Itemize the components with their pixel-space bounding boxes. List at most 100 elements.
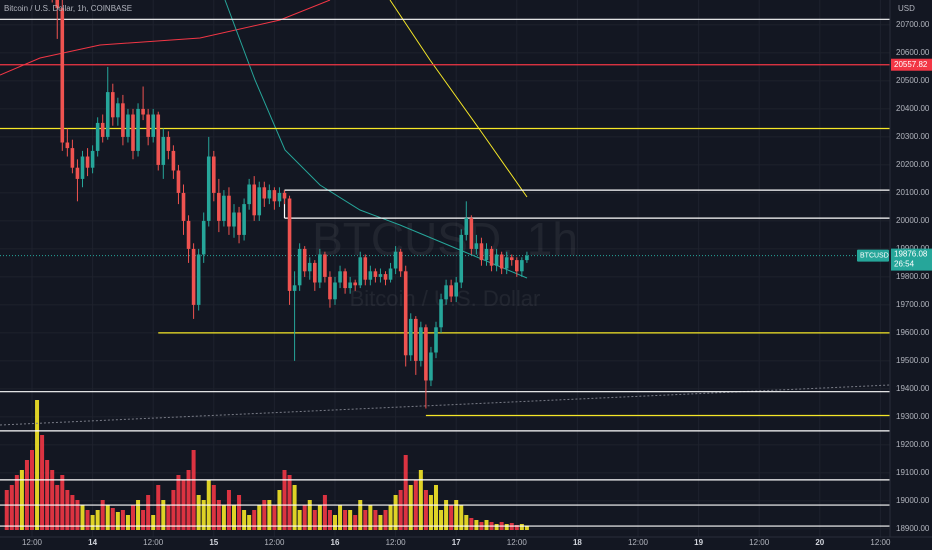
candle-body xyxy=(388,268,393,280)
y-tick-label: 20400.00 xyxy=(896,104,930,113)
candle-body xyxy=(171,150,176,171)
candle-body xyxy=(429,352,433,381)
volume-bar xyxy=(327,510,332,530)
volume-bar xyxy=(90,515,95,530)
candle-body xyxy=(323,254,327,277)
volume-bar xyxy=(388,505,393,530)
candle-body xyxy=(525,255,529,261)
volume-bar xyxy=(146,495,151,530)
volume-bar xyxy=(85,510,90,530)
volume-bar xyxy=(221,505,226,530)
volume-bar xyxy=(494,524,499,530)
y-tick-label: 19100.00 xyxy=(896,468,930,477)
candle-body xyxy=(111,92,115,118)
volume-bar xyxy=(141,510,146,530)
volume-bar xyxy=(242,510,247,530)
candle-body xyxy=(328,276,332,300)
levels xyxy=(0,18,890,527)
candles xyxy=(51,0,529,409)
candle-body xyxy=(161,136,166,165)
volume-bar xyxy=(464,515,469,530)
volume-bar xyxy=(272,505,277,530)
volume-bar xyxy=(353,515,358,530)
volume-bar xyxy=(348,510,353,530)
candle-body xyxy=(60,8,65,143)
candle-body xyxy=(212,156,216,193)
candle-body xyxy=(257,187,262,216)
x-tick-label: 20 xyxy=(815,538,824,547)
x-tick-label: 19 xyxy=(694,538,703,547)
volume-bar xyxy=(80,505,85,530)
candle-body xyxy=(403,271,408,356)
candle-body xyxy=(449,285,453,297)
volume-bar xyxy=(14,475,19,530)
candle-body xyxy=(206,156,211,221)
volume-bar xyxy=(454,500,459,530)
y-tick-label: 19800.00 xyxy=(896,272,930,281)
last-price: 19876.08 xyxy=(894,250,928,259)
symbol-label-bg xyxy=(857,249,889,262)
volume-bar xyxy=(4,490,9,530)
candle-body xyxy=(277,192,282,202)
candle-body xyxy=(373,271,378,277)
candle-body xyxy=(272,190,277,202)
volume-bar xyxy=(418,470,423,530)
volume-bar xyxy=(9,485,14,530)
candle-body xyxy=(126,114,130,137)
volume-bar xyxy=(373,510,378,530)
x-tick-label: 12:00 xyxy=(143,538,164,547)
volume-bar xyxy=(459,505,464,530)
indicators xyxy=(0,0,890,426)
volume-bar xyxy=(449,505,454,530)
candle-body xyxy=(55,0,60,9)
y-tick-label: 19500.00 xyxy=(896,356,930,365)
volume-bar xyxy=(358,500,363,530)
watermark: BTCUSD, 1h xyxy=(312,213,578,265)
volume-bar xyxy=(136,500,141,530)
volume-bar xyxy=(70,495,75,530)
candle-body xyxy=(65,142,70,149)
candle-body xyxy=(85,156,90,168)
volume-bar xyxy=(30,450,34,530)
y-tick-label: 19900.00 xyxy=(896,244,930,253)
y-tick-label: 20200.00 xyxy=(896,160,930,169)
candle-body xyxy=(181,192,186,221)
volume-bar xyxy=(398,490,403,530)
x-tick-label: 15 xyxy=(209,538,218,547)
x-tick-label: 17 xyxy=(452,538,461,547)
candle-body xyxy=(105,92,110,137)
candle-body xyxy=(196,254,201,305)
candle-body xyxy=(414,318,418,361)
volume-bar xyxy=(423,490,428,530)
candle-body xyxy=(509,257,514,261)
grid xyxy=(0,0,890,537)
x-tick-label: 12:00 xyxy=(749,538,770,547)
candle-body xyxy=(338,271,342,283)
y-tick-label: 20100.00 xyxy=(896,188,930,197)
candle-body xyxy=(318,254,322,283)
candle-body xyxy=(515,260,519,272)
volume-bar xyxy=(115,512,120,530)
symbol-label: BTCUSD xyxy=(860,252,889,259)
candle-body xyxy=(363,257,368,280)
candle-body xyxy=(287,198,292,291)
candle-body xyxy=(358,257,363,286)
currency: USD xyxy=(898,4,915,13)
candle-body xyxy=(474,243,479,249)
volume-bar xyxy=(60,475,65,530)
volume-bar xyxy=(317,505,322,530)
x-tick-label: 12:00 xyxy=(386,538,407,547)
volume-bar xyxy=(262,500,267,530)
volume-bar xyxy=(191,450,196,530)
volume-bar xyxy=(105,505,110,530)
volume-bar xyxy=(176,475,181,530)
candle-body xyxy=(90,150,95,168)
candle-body xyxy=(292,285,297,291)
volume-bar xyxy=(232,505,236,530)
volume-bar xyxy=(211,485,216,530)
volume-bar xyxy=(484,520,489,530)
candle-body xyxy=(242,204,246,235)
candle-body xyxy=(302,248,307,272)
volume-bar xyxy=(312,510,317,530)
